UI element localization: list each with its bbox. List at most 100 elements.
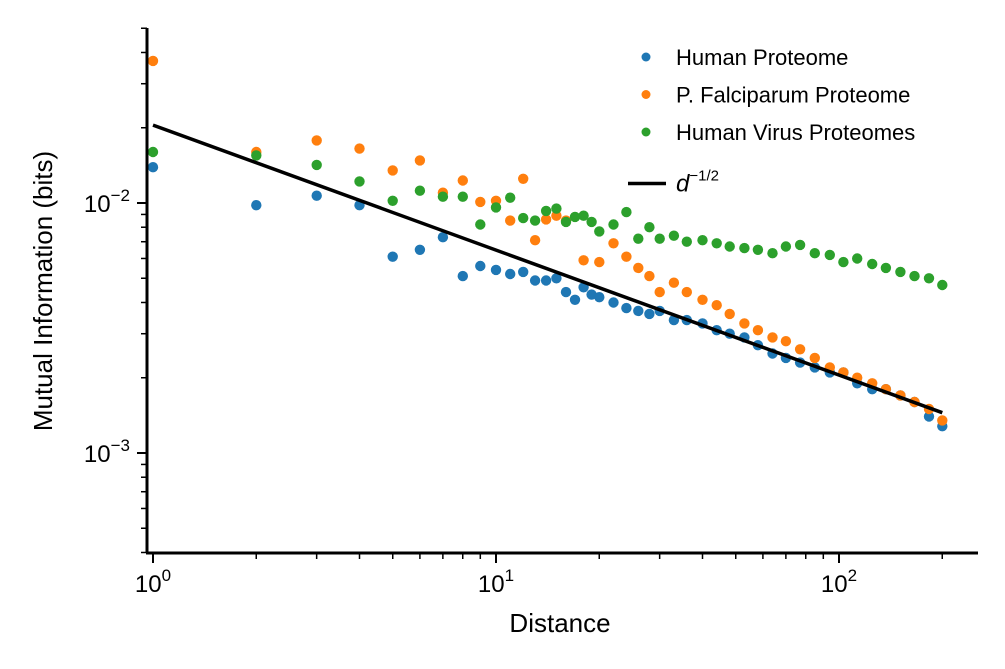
data-point	[147, 146, 159, 158]
data-point	[505, 215, 516, 226]
series-2	[147, 55, 948, 426]
legend-marker	[641, 127, 651, 137]
data-point	[560, 216, 572, 228]
data-point	[529, 235, 541, 246]
y-tick-label: 10−3	[84, 436, 130, 468]
data-point	[752, 244, 764, 255]
data-point	[937, 279, 948, 291]
data-point	[251, 200, 262, 211]
data-point	[668, 277, 680, 288]
data-point	[147, 55, 159, 67]
x-tick-label: 100	[135, 566, 171, 598]
data-point	[518, 173, 529, 184]
data-point	[644, 222, 655, 233]
data-point	[767, 248, 778, 259]
data-point	[475, 260, 486, 272]
data-point	[711, 238, 722, 249]
data-point	[644, 308, 655, 320]
legend-marker	[641, 52, 651, 62]
data-point	[880, 262, 892, 274]
data-point	[867, 258, 878, 270]
data-point	[578, 255, 589, 266]
legend-item: Human Virus Proteomes	[641, 120, 915, 145]
data-point	[608, 238, 619, 249]
legend: Human Proteome P. Falciparum Proteome Huma…	[628, 45, 915, 198]
data-point	[681, 236, 692, 247]
legend-item: Human Proteome	[641, 45, 848, 70]
legend-label: d−1/2	[676, 168, 719, 198]
legend-label: Human Proteome	[676, 45, 848, 70]
data-point	[490, 202, 502, 213]
x-tick-label: 101	[478, 566, 514, 598]
data-point	[633, 262, 644, 274]
y-axis-title: Mutual Information (bits)	[28, 151, 58, 431]
legend-label: P. Falciparum Proteome	[676, 83, 910, 108]
data-point	[505, 268, 516, 280]
data-point	[518, 266, 529, 278]
data-point	[739, 242, 750, 254]
legend-label: Human Virus Proteomes	[676, 120, 915, 145]
data-point	[621, 251, 632, 262]
data-point	[387, 195, 398, 206]
data-point	[540, 205, 552, 217]
data-point	[838, 256, 849, 268]
data-point	[387, 165, 398, 176]
data-point	[633, 305, 644, 317]
data-point	[654, 286, 665, 298]
data-point	[852, 253, 863, 264]
data-point	[668, 230, 680, 241]
data-point	[540, 275, 552, 286]
data-point	[780, 241, 792, 252]
series-3	[147, 146, 948, 291]
data-point	[311, 135, 322, 146]
data-point	[414, 185, 426, 196]
data-point	[711, 300, 722, 311]
y-tick-label: 10−2	[84, 186, 130, 218]
data-point	[457, 270, 468, 282]
data-point	[923, 411, 935, 422]
data-point	[937, 415, 948, 426]
ticks: 100 101 102 10−3 10−2	[84, 27, 944, 598]
data-point	[633, 233, 644, 244]
data-point	[724, 241, 735, 252]
data-point	[387, 251, 398, 262]
data-point	[752, 325, 764, 336]
data-point	[529, 215, 541, 226]
data-point	[586, 216, 597, 228]
data-point	[505, 192, 516, 203]
data-point	[909, 270, 920, 282]
data-point	[654, 233, 665, 244]
data-point	[569, 211, 581, 223]
x-axis-title: Distance	[509, 608, 610, 638]
data-point	[809, 352, 820, 364]
data-point	[794, 344, 806, 355]
data-point	[569, 294, 581, 305]
data-point	[475, 196, 486, 208]
data-point	[621, 302, 632, 314]
data-point	[475, 219, 486, 230]
data-point	[621, 206, 632, 218]
data-point	[895, 266, 906, 278]
data-point	[457, 175, 468, 186]
data-point	[354, 176, 365, 187]
data-point	[457, 191, 468, 202]
data-point	[724, 308, 735, 320]
data-point	[697, 294, 708, 305]
data-point	[923, 273, 935, 284]
data-point	[529, 275, 541, 286]
plot-area	[147, 55, 948, 432]
data-point	[518, 212, 529, 224]
data-point	[147, 162, 159, 173]
data-point	[608, 219, 619, 230]
series-1	[147, 162, 948, 432]
data-point	[809, 248, 820, 259]
reference-line	[152, 123, 943, 415]
data-point	[578, 210, 589, 221]
legend-item: d−1/2	[628, 168, 719, 198]
data-point	[437, 191, 449, 202]
data-point	[608, 297, 619, 308]
data-point	[414, 244, 426, 255]
data-point	[251, 150, 262, 161]
data-point	[594, 226, 605, 237]
